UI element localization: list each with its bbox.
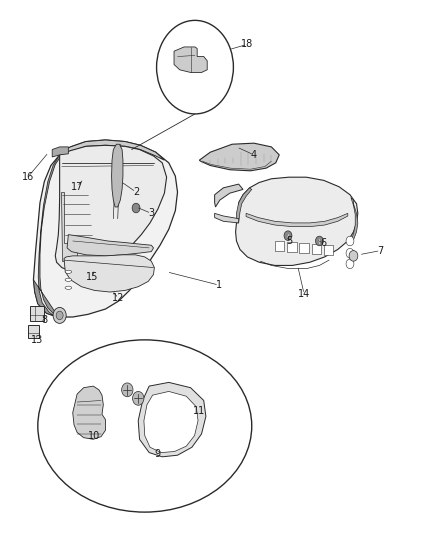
Polygon shape (237, 188, 252, 223)
Polygon shape (61, 192, 77, 261)
Circle shape (156, 20, 233, 114)
Polygon shape (174, 47, 207, 72)
Text: 13: 13 (31, 335, 43, 345)
Bar (28, 325, 39, 338)
Circle shape (132, 203, 140, 213)
Circle shape (346, 236, 354, 246)
Ellipse shape (38, 340, 252, 512)
Ellipse shape (65, 270, 72, 273)
Circle shape (315, 236, 323, 246)
Bar (275, 241, 285, 251)
Text: 2: 2 (133, 187, 139, 197)
Text: 1: 1 (216, 280, 222, 290)
Bar (311, 244, 321, 254)
Text: 9: 9 (155, 449, 161, 458)
Circle shape (346, 259, 354, 269)
Text: 15: 15 (86, 272, 99, 282)
Circle shape (56, 311, 63, 320)
Text: 16: 16 (21, 172, 34, 182)
Text: 14: 14 (298, 289, 310, 299)
Text: 8: 8 (41, 314, 47, 325)
Polygon shape (112, 144, 123, 207)
Circle shape (346, 248, 354, 258)
Text: 12: 12 (113, 293, 125, 303)
Polygon shape (215, 213, 239, 223)
Polygon shape (246, 213, 348, 227)
Text: 3: 3 (148, 208, 154, 219)
Polygon shape (236, 177, 358, 265)
Circle shape (122, 383, 133, 397)
Text: 10: 10 (88, 431, 101, 441)
Ellipse shape (65, 286, 72, 289)
Polygon shape (351, 197, 358, 241)
Bar (30, 306, 44, 321)
Bar (324, 245, 333, 255)
Text: 5: 5 (286, 236, 292, 246)
Circle shape (133, 391, 144, 405)
Circle shape (284, 231, 292, 240)
Polygon shape (138, 382, 206, 457)
Text: 18: 18 (241, 39, 254, 49)
Polygon shape (215, 184, 243, 207)
Circle shape (349, 251, 358, 261)
Polygon shape (67, 235, 153, 256)
Polygon shape (64, 255, 154, 292)
Text: 4: 4 (251, 150, 257, 160)
Text: 6: 6 (321, 238, 327, 247)
Polygon shape (62, 140, 164, 160)
Text: 17: 17 (71, 182, 83, 192)
Ellipse shape (65, 278, 72, 281)
Polygon shape (144, 391, 198, 453)
Polygon shape (33, 140, 177, 317)
Text: 7: 7 (378, 246, 384, 255)
Bar (299, 243, 309, 253)
Polygon shape (33, 151, 62, 317)
Bar (287, 242, 297, 252)
Polygon shape (199, 143, 279, 171)
Polygon shape (73, 386, 106, 439)
Text: 11: 11 (193, 406, 205, 416)
Circle shape (53, 308, 66, 324)
Polygon shape (52, 147, 68, 157)
Polygon shape (55, 146, 166, 272)
